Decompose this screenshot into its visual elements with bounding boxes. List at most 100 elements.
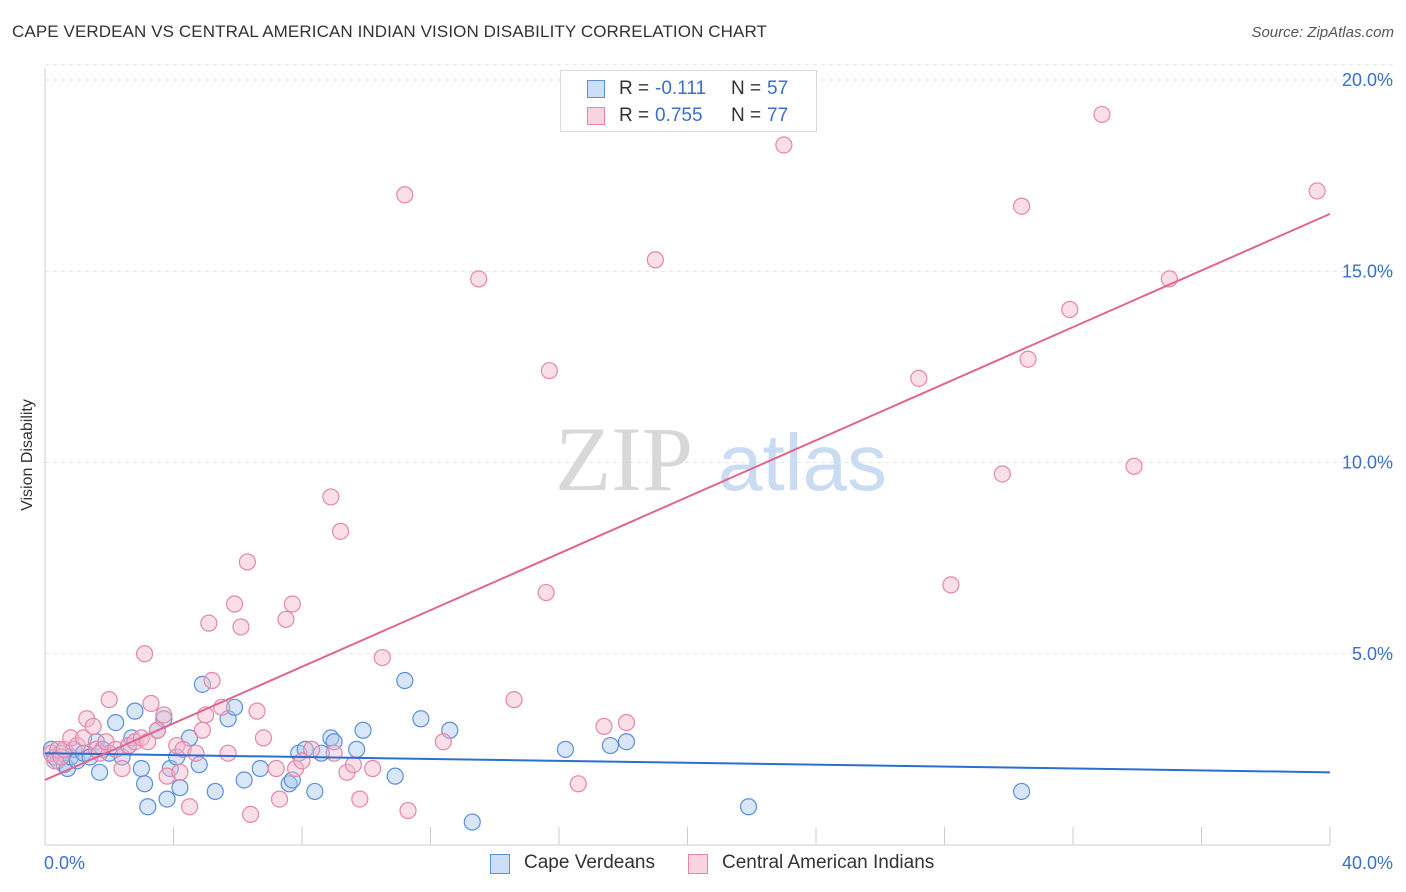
axes [44, 68, 1331, 846]
data-point [139, 798, 157, 816]
data-point [322, 488, 340, 506]
data-point [126, 702, 144, 720]
n-label: N = [731, 105, 762, 126]
data-point [617, 713, 636, 732]
data-point [1012, 197, 1031, 215]
data-point [646, 251, 664, 269]
data-point [171, 779, 189, 797]
data-point [1019, 350, 1037, 368]
data-point [540, 362, 558, 380]
data-point [463, 813, 481, 831]
n-value: 57 [767, 78, 789, 99]
data-point [303, 740, 321, 758]
trend-line [44, 752, 1331, 774]
legend-swatch-pink [587, 107, 605, 125]
data-point [158, 790, 176, 808]
data-point [225, 595, 244, 613]
data-point [270, 790, 289, 808]
data-point [200, 614, 218, 632]
data-point [386, 767, 404, 785]
trend-line [44, 212, 1331, 781]
data-point [1061, 300, 1079, 319]
data-point [206, 782, 224, 801]
data-point [325, 744, 343, 762]
data-point [254, 729, 273, 747]
data-point [993, 465, 1011, 483]
n-label: N = [731, 78, 762, 99]
data-point [1125, 457, 1143, 475]
data-point [242, 805, 260, 824]
y-tick-label: 15.0% [1342, 261, 1393, 281]
data-point [84, 717, 102, 736]
y-tick-label: 5.0% [1352, 644, 1393, 664]
source-label: Source: ZipAtlas.com [1251, 24, 1394, 41]
data-point [171, 763, 189, 781]
data-point [331, 522, 350, 540]
tick-labels: 5.0% 10.0% 15.0% 20.0% 0.0% 40.0% [44, 70, 1393, 873]
data-point [348, 740, 366, 758]
legend-swatch-blue [587, 80, 605, 98]
data-point [910, 369, 928, 387]
data-point [617, 733, 636, 751]
data-point [601, 736, 620, 755]
data-point [113, 759, 131, 778]
data-point [1093, 105, 1111, 124]
data-point [193, 721, 212, 739]
data-point [396, 671, 414, 690]
data-point [187, 744, 205, 762]
correlation-legend: R = -0.111 N = 57 R = 0.755 N = 77 [560, 70, 817, 132]
data-point [354, 721, 372, 739]
data-point [232, 618, 250, 636]
data-point [569, 775, 587, 793]
data-point [235, 771, 253, 789]
y-tick-label: 20.0% [1342, 70, 1393, 90]
data-point [739, 798, 758, 816]
data-point [399, 801, 417, 820]
legend-swatch-pink [688, 854, 708, 874]
data-point [595, 717, 613, 736]
r-label: R = [619, 105, 650, 126]
data-point [135, 775, 154, 793]
data-point [283, 595, 301, 613]
data-point [396, 186, 414, 204]
chart-title: CAPE VERDEAN VS CENTRAL AMERICAN INDIAN … [12, 22, 768, 41]
data-point [132, 759, 150, 778]
data-point [267, 759, 285, 778]
data-point [364, 759, 382, 778]
data-point [155, 706, 173, 724]
data-point [306, 782, 324, 801]
data-point [775, 136, 793, 154]
data-point [238, 553, 256, 571]
data-point [74, 729, 93, 747]
data-point [180, 798, 199, 816]
data-point [434, 733, 452, 751]
x-tick-label: 0.0% [44, 853, 85, 873]
data-point [277, 610, 295, 628]
data-point [344, 756, 362, 774]
data-point [225, 698, 244, 716]
y-axis-title: Vision Disability [19, 399, 36, 511]
data-point [219, 744, 237, 762]
data-point [135, 645, 154, 663]
r-value: -0.111 [655, 78, 707, 99]
data-point [107, 713, 125, 732]
n-value: 77 [767, 105, 789, 126]
data-point [142, 694, 160, 713]
series-central-american-indians [42, 105, 1326, 824]
data-point [193, 675, 212, 693]
trend-lines [44, 212, 1331, 781]
data-point [203, 671, 221, 690]
data-point [351, 790, 369, 808]
r-value: 0.755 [655, 105, 703, 126]
legend-label: Central American Indians [722, 852, 935, 873]
data-point [158, 767, 176, 785]
data-point [91, 763, 109, 781]
data-point [174, 740, 192, 758]
legend-swatch-blue [490, 854, 510, 874]
data-point [505, 691, 523, 709]
legend-label: Cape Verdeans [524, 852, 655, 873]
data-point [537, 583, 555, 602]
data-point [373, 648, 391, 667]
watermark-atlas: atlas [718, 418, 887, 507]
